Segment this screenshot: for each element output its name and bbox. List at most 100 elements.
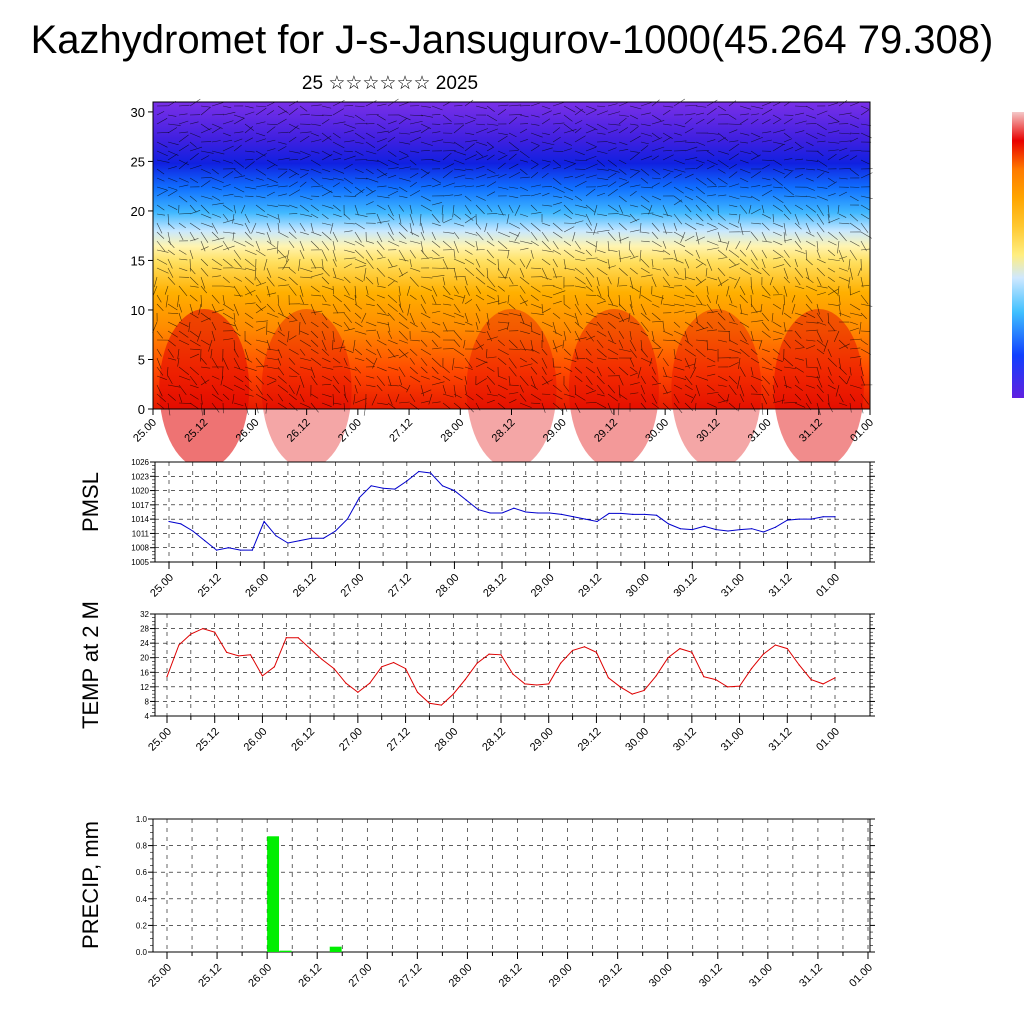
wind-barb (464, 213, 474, 221)
wind-barb (717, 213, 726, 221)
wind-barb (706, 294, 711, 304)
wind-barb (574, 135, 586, 143)
wind-barb (673, 231, 685, 238)
wind-barb (453, 402, 462, 409)
wind-barb (715, 294, 719, 304)
wind-barb (321, 249, 328, 262)
wind-barb (288, 123, 300, 130)
wind-barb (651, 132, 660, 139)
wind-barb (189, 231, 196, 241)
wind-barb (387, 204, 394, 217)
wind-barb (574, 240, 581, 250)
wind-barb (585, 401, 597, 404)
wind-barb (464, 267, 475, 277)
wind-barb (662, 375, 672, 378)
wind-barb (530, 303, 542, 309)
data-point (631, 693, 633, 695)
wind-barb (651, 347, 661, 350)
wind-barb (310, 321, 319, 328)
wind-barb (706, 329, 718, 332)
wind-barb (310, 375, 318, 386)
wind-barb (332, 258, 337, 267)
wind-barb (816, 303, 820, 315)
wind-barb (376, 366, 387, 372)
data-point (572, 516, 574, 518)
wind-barb (651, 339, 662, 349)
wind-barb (651, 137, 663, 143)
wind-barb (706, 321, 713, 329)
wind-barb (728, 153, 740, 161)
wind-barb (816, 172, 825, 179)
wind-barb (552, 209, 561, 215)
wind-barb (791, 303, 796, 314)
data-point (537, 512, 539, 514)
wind-barb (288, 168, 300, 176)
wind-barb (484, 222, 488, 233)
wind-barb (563, 123, 575, 132)
wind-barb (255, 121, 266, 125)
wind-barb (167, 190, 178, 197)
wind-barb (222, 159, 233, 164)
wind-barb (849, 327, 860, 332)
wind-barb (717, 249, 727, 258)
wind-barb (827, 240, 837, 246)
wind-barb (475, 361, 488, 368)
wind-barb (662, 136, 672, 143)
wind-barb (200, 155, 210, 161)
wind-barb (387, 280, 395, 287)
wind-barb (266, 276, 275, 287)
wind-barb (254, 267, 257, 281)
wind-barb (530, 321, 533, 331)
wind-barb (232, 231, 235, 241)
wind-barb (398, 249, 406, 262)
wind-barb (816, 150, 824, 157)
wind-barb (442, 163, 454, 170)
wind-barb (277, 330, 285, 337)
wind-barb (541, 402, 546, 413)
wind-barb (750, 348, 758, 355)
wind-barb (750, 375, 763, 381)
wind-barb (673, 240, 686, 248)
wind-barb (849, 267, 853, 280)
wind-barb (519, 321, 532, 327)
wind-barb (607, 321, 616, 329)
wind-barb (211, 330, 216, 342)
wind-barb (244, 126, 254, 134)
wind-barb (816, 168, 830, 173)
wind-barb (365, 186, 373, 192)
wind-barb (431, 105, 443, 111)
wind-barb (563, 163, 576, 170)
x-tick-label: 30.12 (671, 572, 699, 600)
wind-barb (277, 231, 289, 238)
wind-barb (233, 144, 242, 152)
wind-barb (156, 231, 165, 239)
data-point (430, 472, 432, 474)
wind-barb (222, 132, 231, 137)
wind-barb (332, 141, 345, 149)
wind-barb (772, 337, 782, 341)
wind-barb (662, 240, 667, 249)
wind-barb (651, 294, 664, 299)
wind-barb (838, 100, 848, 107)
wind-barb (354, 150, 364, 156)
data-point (204, 539, 206, 542)
wind-barb (585, 335, 596, 341)
wind-barb (684, 393, 694, 398)
wind-barb (343, 312, 353, 323)
wind-barb (156, 213, 166, 216)
wind-barb (178, 303, 183, 313)
wind-barb (618, 267, 628, 276)
wind-barb (695, 327, 709, 332)
wind-barb (640, 141, 649, 145)
data-point (513, 507, 515, 509)
wind-barb (365, 190, 376, 197)
wind-barb (805, 276, 814, 284)
wind-barb (519, 247, 529, 251)
wind-barb (541, 118, 551, 125)
wind-barb (761, 249, 767, 259)
data-point (166, 676, 168, 678)
wind-barb (717, 105, 727, 112)
wind-barb (420, 389, 432, 395)
wind-barb (596, 339, 604, 348)
wind-barb (783, 186, 794, 196)
